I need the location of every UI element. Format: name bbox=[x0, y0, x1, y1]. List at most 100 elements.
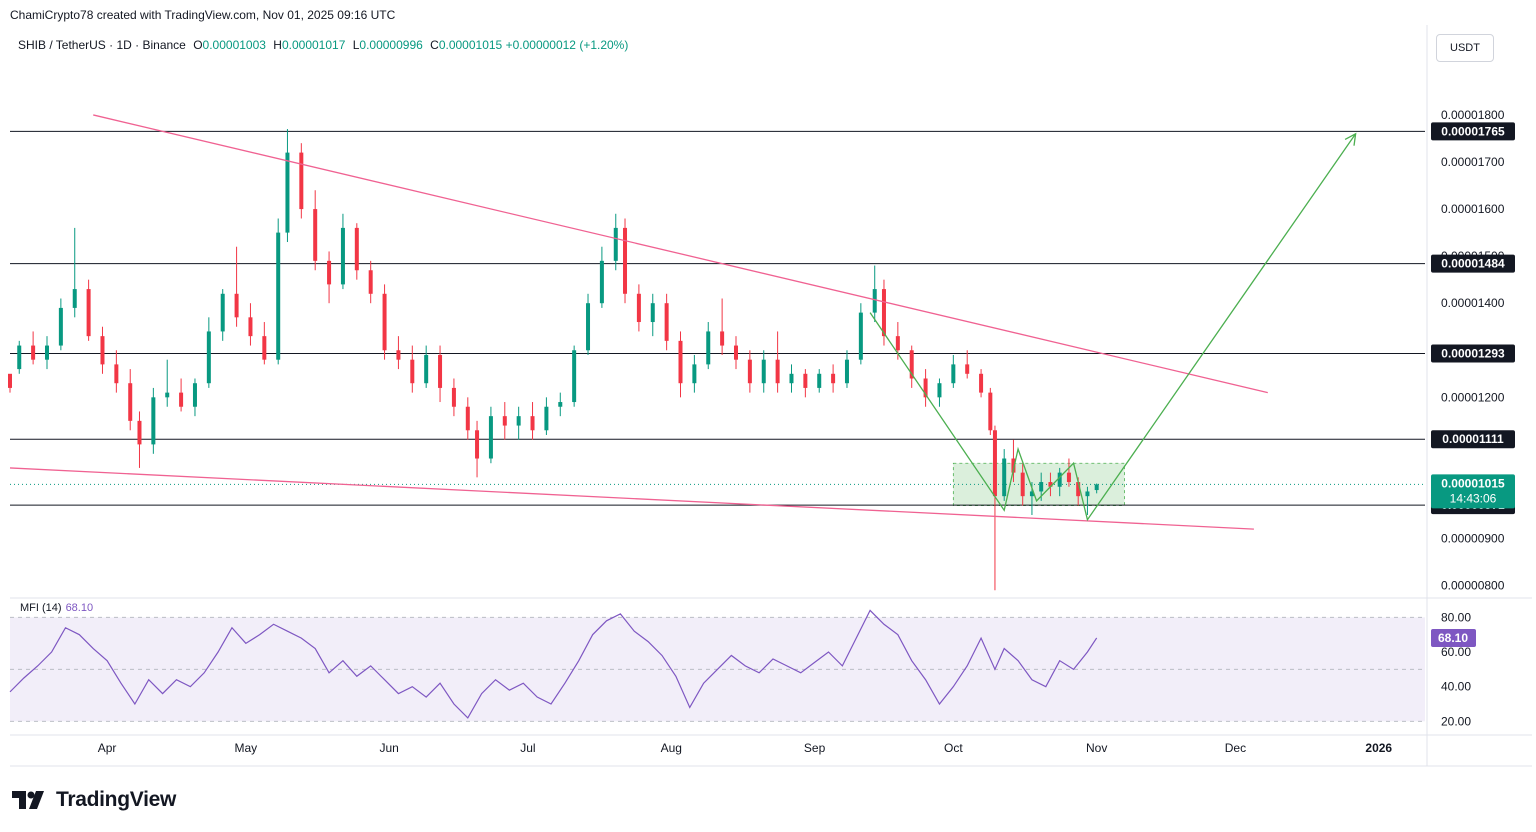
high-label: H bbox=[273, 38, 282, 52]
tradingview-logo-icon bbox=[12, 791, 44, 809]
low-label: L bbox=[352, 38, 360, 52]
candle-body bbox=[128, 383, 133, 421]
mfi-legend[interactable]: MFI (14) 68.10 bbox=[20, 602, 93, 614]
candle-body bbox=[502, 416, 507, 426]
candle-body bbox=[382, 293, 387, 351]
candle-body bbox=[137, 420, 142, 445]
candle-body bbox=[299, 152, 304, 210]
open-value: 0.00001003 bbox=[202, 38, 266, 52]
candle-body bbox=[558, 402, 563, 407]
candle-body bbox=[544, 406, 549, 431]
candle-body bbox=[761, 359, 766, 384]
symbol-legend: SHIB / TetherUS · 1D · Binance O0.000010… bbox=[18, 38, 628, 52]
candle-body bbox=[1048, 482, 1053, 487]
projection-path bbox=[869, 133, 1357, 522]
candle-body bbox=[909, 350, 914, 379]
candle-body bbox=[613, 227, 618, 261]
candle-body bbox=[937, 383, 942, 398]
wedge-trendline bbox=[93, 114, 1268, 394]
candle-body bbox=[354, 227, 359, 271]
candle-body bbox=[599, 260, 604, 304]
price-tick-label: 0.00001400 bbox=[1441, 296, 1505, 310]
time-tick-label: May bbox=[234, 741, 257, 755]
candle-body bbox=[720, 331, 725, 346]
candle-body bbox=[992, 430, 997, 497]
candle-body bbox=[775, 359, 780, 384]
candle-body bbox=[86, 289, 91, 337]
time-tick-label: Nov bbox=[1086, 741, 1107, 755]
candle-body bbox=[1076, 482, 1081, 497]
candle-body bbox=[895, 336, 900, 351]
candle-body bbox=[165, 392, 170, 398]
candle-body bbox=[206, 331, 211, 384]
candle-body bbox=[488, 416, 493, 459]
wedge-trendline bbox=[9, 467, 1254, 530]
candle-body bbox=[1066, 472, 1071, 483]
candle-body bbox=[572, 350, 577, 403]
tradingview-logo-text: TradingView bbox=[56, 788, 177, 811]
candle-body bbox=[951, 364, 956, 384]
candle-body bbox=[988, 392, 993, 431]
price-tick-label: 0.00001600 bbox=[1441, 202, 1505, 216]
candle-body bbox=[276, 232, 281, 360]
candle-body bbox=[623, 227, 628, 294]
candle-body bbox=[179, 392, 184, 407]
candle-body bbox=[248, 317, 253, 337]
price-tick-label: 0.00001800 bbox=[1441, 108, 1505, 122]
currency-button[interactable]: USDT bbox=[1436, 34, 1494, 62]
level-price-label: 0.00001293 bbox=[1441, 347, 1505, 361]
candle-body bbox=[58, 307, 63, 346]
level-price-badge bbox=[1431, 254, 1515, 273]
candle-body bbox=[313, 209, 318, 261]
candle-body bbox=[844, 359, 849, 384]
level-price-label: 0.00001111 bbox=[1442, 432, 1504, 446]
candle-body bbox=[220, 293, 225, 332]
candle-body bbox=[881, 289, 886, 337]
candle-body bbox=[789, 373, 794, 384]
change-value: +0.00000012 (+1.20%) bbox=[505, 38, 629, 52]
tradingview-logo[interactable]: TradingView bbox=[12, 788, 176, 812]
time-tick-label: Oct bbox=[944, 741, 963, 755]
level-price-label: 0.00001765 bbox=[1441, 124, 1505, 138]
time-tick-label: Sep bbox=[804, 741, 826, 755]
candle-body bbox=[636, 293, 641, 323]
candle-body bbox=[285, 152, 290, 233]
candle-body bbox=[1029, 491, 1034, 497]
last-price-badge bbox=[1431, 474, 1515, 509]
candle-body bbox=[692, 364, 697, 384]
level-price-badge bbox=[1431, 122, 1515, 141]
candle-body bbox=[410, 359, 415, 384]
candle-body bbox=[424, 354, 429, 384]
candle-body bbox=[516, 416, 521, 426]
symbol-name[interactable]: SHIB / TetherUS · 1D · Binance bbox=[18, 38, 186, 52]
candle-body bbox=[327, 260, 332, 285]
mfi-label: MFI (14) bbox=[20, 602, 62, 614]
candle-body bbox=[438, 354, 443, 388]
level-price-badge bbox=[1431, 344, 1515, 363]
price-tick-label: 0.00000900 bbox=[1441, 532, 1505, 546]
candle-body bbox=[530, 416, 535, 431]
candle-body bbox=[340, 227, 345, 285]
candle-body bbox=[1085, 491, 1090, 497]
candle-body bbox=[678, 340, 683, 384]
candle-body bbox=[114, 364, 119, 384]
price-tick-label: 0.00001200 bbox=[1441, 390, 1505, 404]
price-tick-label: 0.00000800 bbox=[1441, 579, 1505, 593]
candle-body bbox=[586, 303, 591, 351]
candle-body bbox=[72, 289, 77, 308]
candle-body bbox=[8, 373, 12, 388]
candle-body bbox=[396, 350, 401, 360]
candle-body bbox=[31, 345, 36, 360]
mfi-tick-label: 40.00 bbox=[1441, 680, 1471, 694]
candle-body bbox=[1057, 472, 1062, 487]
candle-body bbox=[664, 303, 669, 341]
candle-body bbox=[262, 336, 267, 360]
open-label: O bbox=[193, 38, 203, 52]
candle-body bbox=[979, 373, 984, 393]
level-price-label: 0.00001484 bbox=[1441, 257, 1505, 271]
time-tick-label: Jun bbox=[380, 741, 399, 755]
close-label: C bbox=[430, 38, 439, 52]
low-value: 0.00000996 bbox=[359, 38, 423, 52]
candle-body bbox=[1094, 484, 1099, 491]
